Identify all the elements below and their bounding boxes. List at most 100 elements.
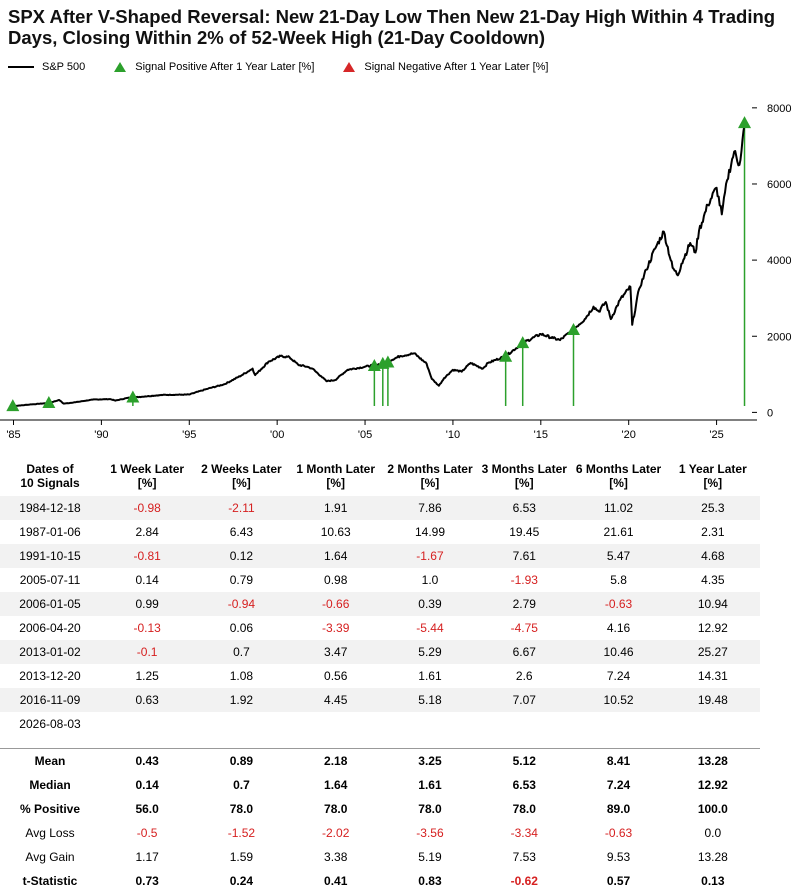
- return-cell: 6.53: [477, 496, 572, 520]
- return-cell: 5.18: [382, 688, 478, 712]
- return-cell: -2.11: [194, 496, 289, 520]
- signal-date-cell: 1984-12-18: [0, 496, 100, 520]
- summary-value: 13.28: [697, 754, 728, 768]
- summary-label: Mean: [34, 754, 66, 768]
- return-cell: -1.93: [510, 573, 538, 587]
- x-tick-label: '95: [182, 429, 196, 441]
- summary-value: 3.25: [418, 754, 442, 768]
- summary-value: 0.73: [135, 874, 159, 888]
- return-cell: 10.46: [571, 640, 666, 664]
- table-row: 2013-01-02 -0.1 0.7 3.47 5.29 6.67 10.46 25.27: [0, 640, 760, 664]
- return-cell: [571, 712, 665, 736]
- return-cell: 25.27: [665, 640, 760, 664]
- separator-cell: [100, 736, 195, 749]
- summary-value: 0.7: [233, 778, 250, 792]
- signal-date-cell: 2006-01-05: [0, 592, 100, 616]
- return-cell: 19.45: [509, 525, 540, 539]
- return-cell: 2.31: [701, 525, 725, 539]
- return-cell: 0.12: [194, 544, 289, 568]
- summary-value: 12.92: [697, 778, 728, 792]
- header-line1: Dates of: [26, 462, 74, 476]
- legend-line-swatch: [8, 66, 34, 68]
- return-cell: 4.45: [288, 688, 383, 712]
- summary-value: 0.57: [606, 874, 631, 888]
- separator-cell: [194, 736, 289, 749]
- separator-cell: [665, 736, 760, 749]
- return-cell: -4.75: [510, 621, 538, 635]
- summary-value: 89.0: [606, 802, 631, 816]
- table-row: 2006-01-05 0.99 -0.94 -0.66 0.39 2.79 -0.63 10.…: [0, 592, 760, 616]
- return-cell: 6.67: [477, 640, 572, 664]
- summary-value: 6.53: [512, 778, 536, 792]
- return-cell: 2.6: [515, 669, 533, 683]
- signal-marker: [516, 336, 530, 349]
- x-tick-label: '05: [358, 429, 372, 441]
- return-cell: 1.64: [288, 544, 383, 568]
- separator-cell: [571, 736, 666, 749]
- summary-value: -2.02: [322, 826, 350, 840]
- header-line2: [%]: [420, 476, 440, 490]
- header-line1: 1 Year Later: [678, 462, 747, 476]
- header-line1: 2 Weeks Later: [201, 462, 282, 476]
- return-cell: -0.1: [100, 640, 195, 664]
- return-cell: 25.3: [665, 496, 760, 520]
- table-row: 2026-08-03: [0, 712, 760, 736]
- summary-value: -3.56: [416, 826, 444, 840]
- summary-value: -1.52: [227, 826, 256, 840]
- header-line2: [%]: [703, 476, 723, 490]
- summary-value: -0.5: [136, 826, 158, 840]
- summary-row: Avg Loss -0.5 -1.52 -2.02 -3.56 -3.34 -0.63 0.0: [0, 821, 760, 845]
- return-cell: 21.61: [603, 525, 634, 539]
- signal-marker: [567, 323, 581, 336]
- return-cell: -0.63: [571, 592, 666, 616]
- return-cell: 14.99: [414, 525, 445, 539]
- return-cell: 6.43: [229, 525, 254, 539]
- summary-value: 0.83: [418, 874, 442, 888]
- table-header-cell: 3 Months Later [%]: [477, 460, 571, 496]
- table-row: 2013-12-20 1.25 1.08 0.56 1.61 2.6 7.24 14.31: [0, 664, 760, 688]
- return-cell: 7.86: [382, 496, 478, 520]
- summary-label: Median: [29, 778, 71, 792]
- signal-date-cell: 2006-04-20: [19, 621, 81, 635]
- header-line1: 3 Months Later: [481, 462, 567, 476]
- summary-value: 56.0: [135, 802, 159, 816]
- summary-value: 8.41: [606, 754, 631, 768]
- summary-value: 100.0: [697, 802, 728, 816]
- signal-marker: [499, 349, 513, 362]
- chart-legend: S&P 500 Signal Positive After 1 Year Lat…: [8, 58, 576, 76]
- signal-marker: [42, 396, 56, 409]
- return-cell: 4.16: [606, 621, 631, 635]
- signal-marker: [381, 355, 395, 368]
- return-cell: 1.61: [418, 669, 442, 683]
- summary-value: 78.0: [229, 802, 254, 816]
- return-cell: [666, 712, 760, 736]
- summary-value: 0.13: [701, 874, 725, 888]
- legend-label-negative: Signal Negative After 1 Year Later [%]: [364, 61, 549, 73]
- summary-row: Mean 0.43 0.89 2.18 3.25 5.12 8.41 13.28: [0, 749, 760, 774]
- return-cell: [100, 712, 194, 736]
- summary-row: Avg Gain 1.17 1.59 3.38 5.19 7.53 9.53 13.28: [0, 845, 760, 869]
- table-row: 1987-01-06 2.84 6.43 10.63 14.99 19.45 21.61 2.…: [0, 520, 760, 544]
- y-tick-label: 4000: [767, 255, 791, 267]
- red-triangle-icon: [343, 62, 356, 72]
- header-line2: [%]: [232, 476, 251, 490]
- table-body: 1984-12-18 -0.98 -2.11 1.91 7.86 6.53 11.02 25.…: [0, 496, 760, 893]
- y-tick-label: 6000: [767, 179, 791, 191]
- return-cell: 0.99: [100, 592, 195, 616]
- signal-date-cell: 1991-10-15: [0, 544, 100, 568]
- legend-item-positive: Signal Positive After 1 Year Later [%]: [113, 61, 314, 73]
- summary-row: t-Statistic 0.73 0.24 0.41 0.83 -0.62 0.57 0.13: [0, 869, 760, 893]
- chart-title: SPX After V-Shaped Reversal: New 21-Day …: [8, 6, 776, 48]
- summary-value: 0.89: [229, 754, 254, 768]
- table-header-cell: 2 Weeks Later [%]: [194, 460, 288, 496]
- legend-item-sp500: S&P 500: [8, 61, 85, 73]
- table-header-cell: 6 Months Later [%]: [571, 460, 665, 496]
- return-cell: -0.98: [100, 496, 195, 520]
- price-chart: '85 '90 '95 '00 '05 '10 '15 '20 '25 0 2000 4000 6000…: [0, 103, 791, 441]
- separator-cell: [477, 736, 572, 749]
- return-cell: 10.94: [665, 592, 760, 616]
- legend-label-positive: Signal Positive After 1 Year Later [%]: [135, 61, 315, 73]
- x-tick-label: '85: [6, 429, 20, 441]
- return-cell: 10.52: [571, 688, 666, 712]
- separator-cell: [288, 736, 383, 749]
